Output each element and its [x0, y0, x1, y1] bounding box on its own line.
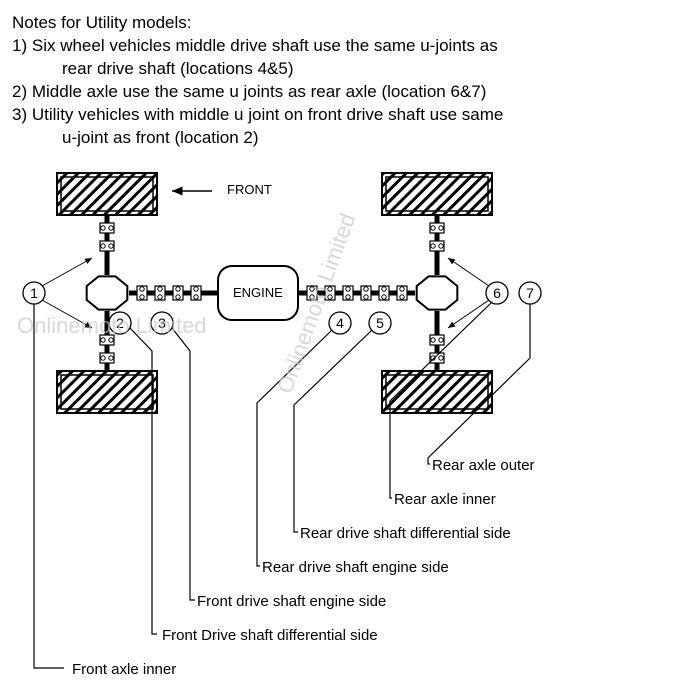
front-label: FRONT [227, 182, 272, 197]
callout-label-6: Rear axle inner [394, 491, 496, 508]
note-1: 1) Six wheel vehicles middle drive shaft… [12, 35, 688, 58]
svg-text:7: 7 [526, 285, 534, 301]
callout-label-2: Front Drive shaft differential side [162, 627, 378, 644]
note-1-cont: rear drive shaft (locations 4&5) [12, 58, 688, 81]
callout-label-7: Rear axle outer [432, 457, 535, 474]
note-3-cont: u-joint as front (location 2) [12, 127, 688, 150]
svg-text:4: 4 [336, 315, 344, 331]
note-2: 2) Middle axle use the same u joints as … [12, 81, 688, 104]
callout-label-4: Rear drive shaft engine side [262, 559, 449, 576]
note-3: 3) Utility vehicles with middle u joint … [12, 104, 688, 127]
svg-text:1: 1 [30, 285, 38, 301]
callout-label-3: Front drive shaft engine side [197, 593, 386, 610]
diagram-svg: 1 2 3 4 5 6 7 [12, 158, 688, 698]
svg-text:6: 6 [493, 285, 501, 301]
callout-label-5: Rear drive shaft differential side [300, 525, 511, 542]
drivetrain-diagram: 1234567 FRONT ENGINE Onlinemoto Limited … [12, 158, 688, 698]
svg-text:2: 2 [116, 315, 124, 331]
notes-title: Notes for Utility models: [12, 12, 688, 35]
notes-block: Notes for Utility models: 1) Six wheel v… [12, 12, 688, 150]
engine-label: ENGINE [233, 285, 283, 300]
svg-text:3: 3 [158, 315, 166, 331]
svg-text:5: 5 [376, 315, 384, 331]
callout-label-1: Front axle inner [72, 661, 176, 678]
